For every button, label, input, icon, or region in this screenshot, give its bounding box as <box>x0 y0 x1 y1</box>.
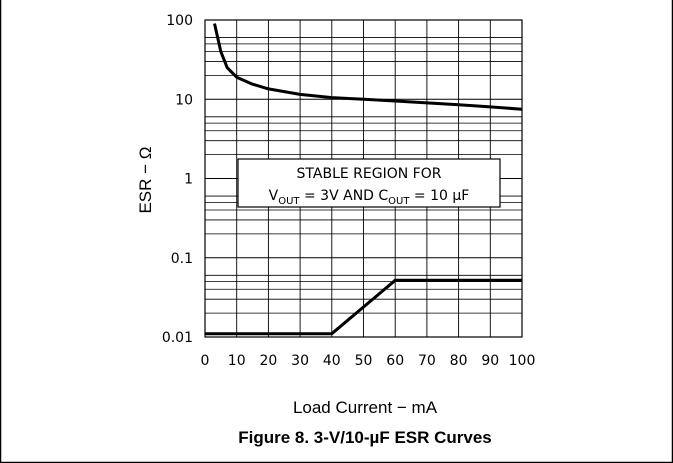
x-tick-label: 40 <box>323 353 341 369</box>
annotation-c-rest: = 10 µF <box>409 188 469 204</box>
y-tick-label: 10 <box>175 92 193 108</box>
annotation-v-sub: OUT <box>278 196 300 207</box>
y-tick-label: 1 <box>184 172 193 188</box>
y-axis-title: ESR − Ω <box>136 146 155 213</box>
annotation-line2: VOUT = 3V AND COUT = 10 µF <box>269 188 470 207</box>
x-tick-label: 0 <box>201 353 210 369</box>
stable-region-annotation: STABLE REGION FOR VOUT = 3V AND COUT = 1… <box>237 158 501 208</box>
x-tick-label: 20 <box>259 353 277 369</box>
annotation-box <box>237 158 501 208</box>
figure-caption: Figure 8. 3-V/10-µF ESR Curves <box>238 428 492 447</box>
annotation-v: V <box>269 188 279 204</box>
x-tick-label: 50 <box>355 353 373 369</box>
y-tick-label: 0.1 <box>171 251 193 267</box>
plot-area <box>204 19 523 338</box>
x-tick-label: 70 <box>418 353 436 369</box>
x-tick-label: 60 <box>386 353 404 369</box>
x-tick-label: 90 <box>481 353 499 369</box>
y-tick-labels: 100 10 1 0.1 0.01 <box>162 13 193 346</box>
annotation-line1: STABLE REGION FOR <box>297 166 442 182</box>
x-tick-label: 80 <box>450 353 468 369</box>
y-tick-label: 100 <box>166 13 193 29</box>
x-tick-label: 10 <box>228 353 246 369</box>
series-line-2 <box>205 278 522 336</box>
series-line-1 <box>213 23 523 111</box>
x-tick-label: 30 <box>291 353 309 369</box>
x-tick-labels: 0 10 20 30 40 50 60 70 80 90 100 <box>201 353 536 369</box>
x-tick-label: 100 <box>509 353 536 369</box>
series-lines <box>205 23 523 336</box>
y-tick-label: 0.01 <box>162 330 193 346</box>
annotation-c-sub: OUT <box>388 196 410 207</box>
x-axis-title: Load Current − mA <box>293 398 438 417</box>
annotation-v-rest: = 3V AND C <box>300 188 389 204</box>
